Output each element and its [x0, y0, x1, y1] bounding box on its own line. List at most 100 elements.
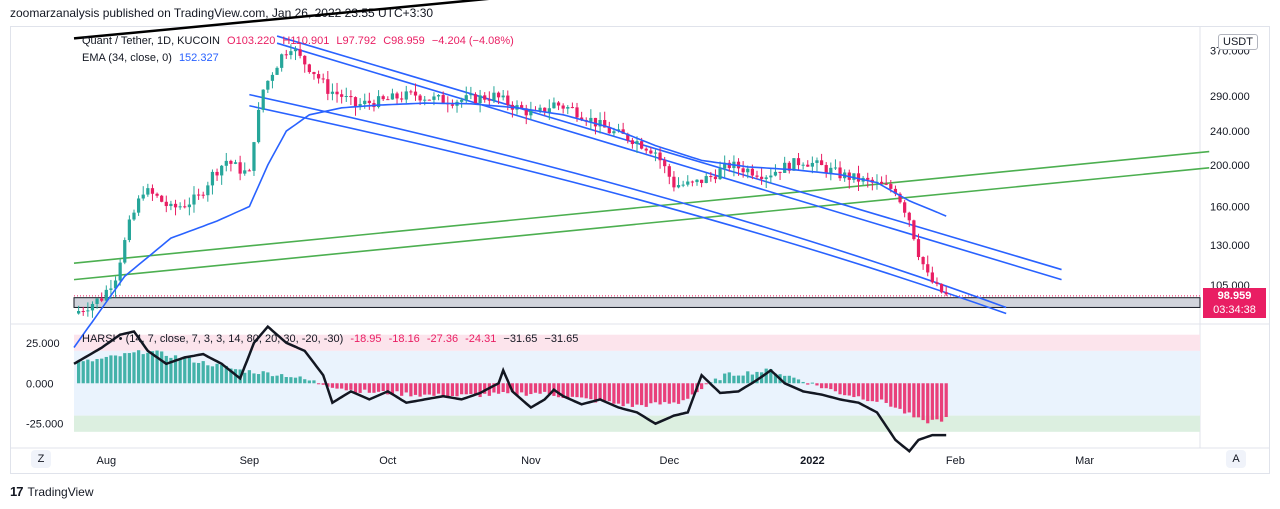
candle-up: [612, 131, 616, 134]
harsi-bar: [90, 361, 95, 384]
harsi-bar: [289, 377, 293, 384]
harsi-label[interactable]: HARSI • (14, 7, close, 7, 3, 3, 14, 80, …: [82, 333, 344, 345]
harsi-bar: [436, 383, 441, 394]
harsi-bar: [889, 383, 893, 407]
harsi-bar: [146, 352, 150, 384]
candle-down: [607, 127, 611, 134]
candle-down: [621, 129, 625, 134]
harsi-bar: [907, 383, 911, 413]
candle-up: [330, 91, 335, 94]
candle-up: [136, 198, 141, 213]
auto-scale-button[interactable]: A: [1226, 450, 1246, 468]
harsi-bar: [473, 383, 478, 395]
rising-support-b: [73, 167, 1210, 281]
falling-channel-upper-b: [276, 42, 1062, 281]
harsi-bar: [372, 383, 376, 393]
candle-down: [759, 176, 764, 179]
candle-up: [86, 310, 90, 312]
publisher-header: zoomarzanalysis published on TradingView…: [10, 6, 434, 20]
harsi-bar: [561, 383, 565, 398]
harsi-bar: [229, 368, 233, 384]
harsi-bar: [515, 383, 519, 396]
harsi-bar: [252, 373, 256, 384]
candle-up: [589, 117, 593, 122]
harsi-bar: [483, 383, 487, 394]
harsi-bar: [741, 375, 745, 384]
harsi-bar: [510, 383, 515, 392]
candle-down: [699, 179, 704, 183]
harsi-bar: [676, 383, 681, 404]
candle-down: [155, 193, 159, 196]
candle-up: [187, 204, 191, 208]
candle-down: [889, 184, 893, 189]
candle-up: [792, 158, 796, 171]
harsi-bar: [349, 383, 353, 390]
curved-channel-a: [249, 93, 1007, 309]
zoom-button[interactable]: Z: [31, 450, 51, 468]
candle-up: [769, 175, 773, 178]
harsi-bar: [686, 383, 690, 399]
candle-up: [833, 167, 838, 169]
rising-support-a: [73, 150, 1210, 264]
candle-up: [293, 49, 298, 52]
currency-button[interactable]: USDT: [1218, 34, 1258, 50]
candle-down: [524, 108, 528, 116]
candle-up: [363, 100, 367, 105]
countdown-value: 03:34:38: [1213, 304, 1256, 316]
candle-down: [340, 94, 344, 97]
candle-down: [838, 167, 842, 179]
ema-line: [73, 102, 947, 348]
candle-down: [866, 177, 870, 180]
candle-up: [275, 67, 279, 75]
candle-down: [321, 78, 325, 80]
time-tick-label: 2022: [800, 455, 824, 467]
candle-up: [404, 91, 408, 100]
harsi-bar: [598, 383, 602, 400]
harsi-bar: [893, 383, 898, 408]
harsi-bar: [547, 383, 551, 394]
harsi-bar: [566, 383, 570, 398]
candle-down: [930, 272, 934, 283]
time-tick-label: Mar: [1075, 455, 1094, 467]
candle-up: [423, 99, 427, 101]
candle-down: [386, 99, 390, 101]
ema-label[interactable]: EMA (34, close, 0): [82, 52, 172, 64]
osc-tick-label: -25.000: [26, 419, 63, 431]
candle-down: [413, 91, 418, 96]
harsi-bar: [173, 355, 178, 384]
candle-down: [427, 99, 431, 101]
candle-up: [538, 107, 542, 111]
harsi-bar: [866, 383, 870, 402]
harsi-bar: [506, 383, 510, 394]
candle-up: [123, 240, 127, 263]
price-tick-label: 200.000: [1210, 160, 1250, 172]
ema-value: 152.327: [178, 52, 219, 64]
candle-up: [635, 141, 639, 145]
harsi-bar: [944, 383, 948, 418]
harsi-bar: [81, 361, 85, 384]
harsi-bar: [192, 362, 196, 384]
harsi-bar: [501, 383, 505, 392]
harsi-overbought-zone: [74, 334, 1200, 351]
harsi-bar: [123, 353, 127, 384]
candle-down: [856, 173, 861, 182]
tradingview-logo-icon[interactable]: 17: [10, 484, 24, 499]
harsi-bar: [196, 362, 201, 384]
candle-down: [626, 133, 630, 141]
candle-up: [547, 108, 551, 113]
candle-up: [376, 96, 381, 108]
brand-name[interactable]: TradingView: [27, 484, 94, 499]
harsi-bar: [607, 383, 611, 402]
harsi-bar: [330, 383, 335, 388]
symbol-label[interactable]: Quant / Tether, 1D, KUCOIN: [82, 35, 220, 47]
harsi-bar: [256, 374, 261, 384]
harsi-bar: [819, 383, 824, 389]
candle-up: [829, 167, 833, 173]
candle-down: [649, 150, 653, 154]
harsi-bar: [132, 352, 136, 384]
harsi-value-4: -24.31: [465, 333, 497, 345]
harsi-bar: [312, 380, 316, 384]
candle-down: [916, 239, 921, 258]
candle-down: [893, 188, 898, 194]
